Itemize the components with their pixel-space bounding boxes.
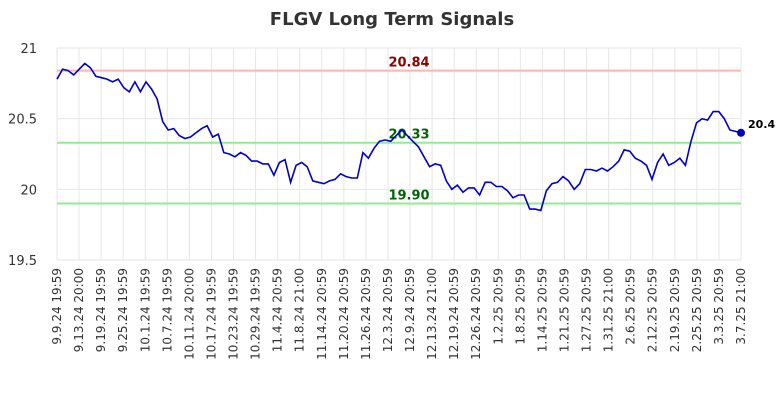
x-tick-label: 10.7.24 19:59 bbox=[160, 268, 174, 352]
x-tick-label: 11.4.24 20:59 bbox=[271, 268, 285, 352]
x-tick-label: 1.27.25 20:59 bbox=[580, 268, 594, 352]
axes: 19.5 20 20.5 21 9.9.24 19:59 9.13.24 20:00 9.1… bbox=[8, 42, 748, 360]
series-line bbox=[56, 62, 742, 212]
x-tick-label: 1.31.25 21:00 bbox=[602, 268, 616, 352]
x-tick-label: 9.19.24 19:59 bbox=[94, 268, 108, 352]
x-tick-label: 2.6.25 20:59 bbox=[624, 268, 638, 345]
x-tick-label: 1.21.25 20:59 bbox=[557, 268, 571, 352]
price-series: 20.4 bbox=[56, 62, 775, 212]
x-tick-label: 9.9.24 19:59 bbox=[50, 268, 64, 345]
x-tick-label: 10.23.24 19:59 bbox=[227, 268, 241, 360]
x-tick-label: 2.12.25 20:59 bbox=[646, 268, 660, 352]
x-tick-label: 9.25.24 19:59 bbox=[116, 268, 130, 352]
x-tick-label: 12.19.24 20:59 bbox=[447, 268, 461, 360]
x-tick-label: 11.8.24 21:00 bbox=[293, 268, 307, 352]
x-tick-label: 2.19.25 20:59 bbox=[668, 268, 682, 352]
x-tick-label: 11.20.24 20:59 bbox=[337, 268, 351, 360]
x-tick-label: 10.11.24 20:00 bbox=[182, 268, 196, 360]
last-value-marker bbox=[737, 128, 745, 137]
x-tick-label: 12.3.24 20:59 bbox=[381, 268, 395, 352]
x-tick-label: 11.14.24 20:59 bbox=[315, 268, 329, 360]
x-tick-label: 2.25.25 20:59 bbox=[690, 268, 704, 352]
last-value-label: 20.4 bbox=[748, 118, 775, 131]
y-tick-label: 19.5 bbox=[8, 254, 37, 269]
chart-title: FLGV Long Term Signals bbox=[270, 9, 514, 30]
x-tick-label: 12.26.24 20:59 bbox=[469, 268, 483, 360]
x-tick-label: 10.29.24 19:59 bbox=[249, 268, 263, 360]
x-tick-label: 9.13.24 20:00 bbox=[72, 268, 86, 352]
x-tick-label: 3.7.25 21:00 bbox=[734, 268, 748, 345]
x-tick-label: 3.3.25 20:59 bbox=[712, 268, 726, 345]
y-tick-label: 21 bbox=[20, 42, 37, 57]
x-tick-label: 1.8.25 20:59 bbox=[513, 268, 527, 345]
x-tick-label: 12.13.24 21:00 bbox=[425, 268, 439, 360]
signal-level-label: 20.33 bbox=[388, 128, 429, 143]
y-tick-label: 20.5 bbox=[8, 113, 37, 128]
x-tick-label: 1.14.25 20:59 bbox=[535, 268, 549, 352]
x-tick-label: 12.9.24 20:59 bbox=[403, 268, 417, 352]
x-tick-label: 10.1.24 19:59 bbox=[138, 268, 152, 352]
grid bbox=[56, 47, 742, 261]
signal-level-label: 19.90 bbox=[388, 188, 429, 203]
y-tick-label: 20 bbox=[20, 183, 37, 198]
signal-levels: 20.84 20.33 19.90 bbox=[57, 56, 741, 205]
x-tick-label: 10.17.24 19:59 bbox=[204, 268, 218, 360]
signal-level-label: 20.84 bbox=[388, 56, 429, 71]
x-tick-label: 1.2.25 20:59 bbox=[491, 268, 505, 345]
x-tick-label: 11.26.24 20:59 bbox=[359, 268, 373, 360]
